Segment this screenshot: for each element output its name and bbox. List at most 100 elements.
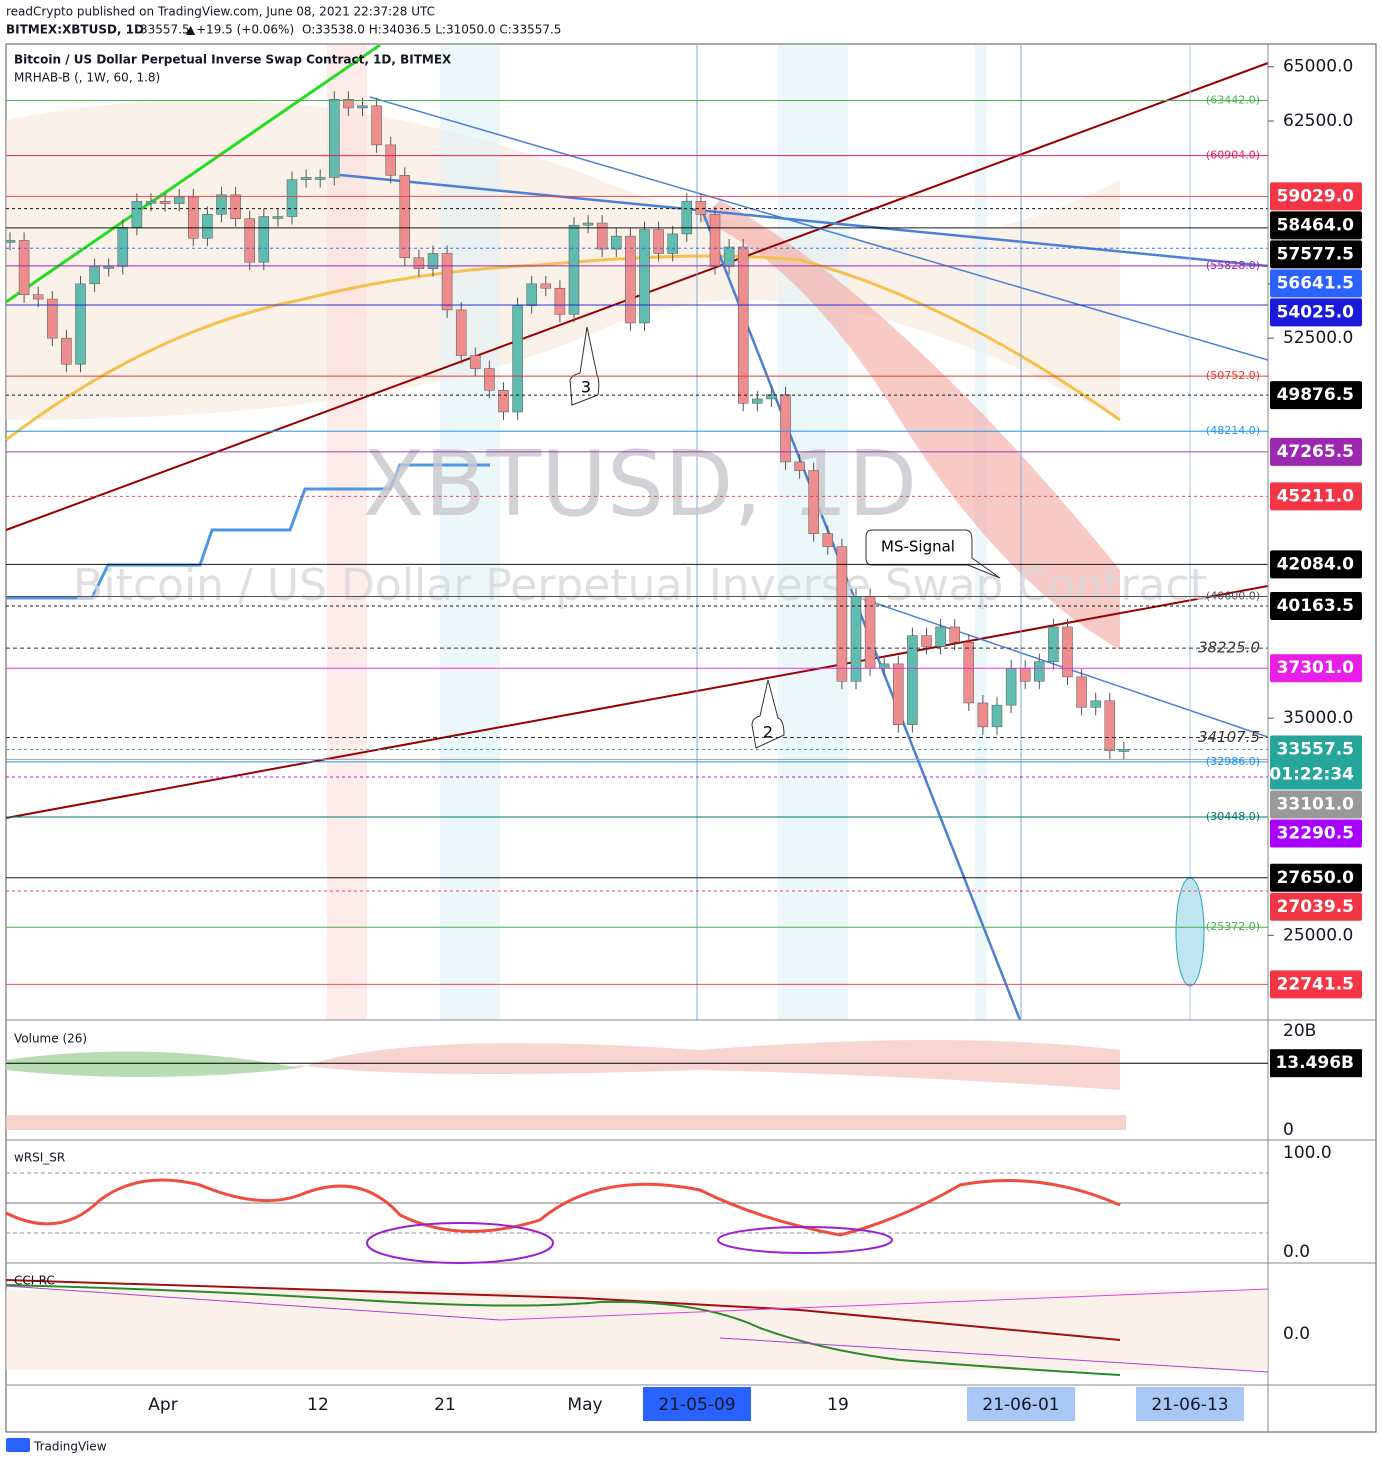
target-ellipse [1175,877,1205,987]
price-label: 13.496B [1275,1053,1354,1073]
candles [6,91,1130,760]
watermark: XBTUSD, 1D [363,432,917,537]
instrument: Bitcoin / US Dollar Perpetual Inverse Sw… [14,53,452,67]
candle [540,283,552,289]
candle [596,222,608,250]
publisher: readCrypto published on TradingView.com,… [6,5,435,19]
trend-line [369,96,1268,361]
candle [639,229,650,324]
candle [484,368,495,391]
arrow: ▲ [186,23,196,37]
candle [949,626,960,643]
candle [709,214,721,267]
candle [173,196,185,204]
annotation: 2 [763,723,773,742]
candle [568,224,580,315]
candle [441,253,453,311]
y-tick-label: 35000.0 [1283,708,1353,728]
level-label: (63442.0) [1206,94,1260,107]
candle [625,235,636,324]
price-label: 47265.5 [1277,442,1354,462]
price-label-box [1270,437,1362,466]
price-label-box [1270,1049,1362,1078]
symbol: BITMEX:XBTUSD, 1D [6,23,144,37]
price-label: 27039.5 [1277,897,1354,917]
cci-line [5,1284,1121,1376]
price-label: 22741.5 [1277,974,1354,994]
candle [470,355,481,369]
candle [582,222,594,226]
candle [371,105,382,146]
overlay: 65000.062500.055000.052500.035000.025000… [148,57,1362,1421]
y-tick-label: 65000.0 [1283,57,1353,77]
candle [822,533,834,547]
x-tick-label: 21-06-13 [1151,1395,1228,1415]
annotation: 3 [581,378,591,397]
price-label: 57577.5 [1277,244,1354,264]
price-label-box [1270,819,1362,848]
candle [32,294,44,300]
price-label: 33557.5 [1277,739,1354,759]
last: 33557.5 [140,23,190,37]
highlight [975,45,987,1020]
candle [343,99,354,109]
price-label-box [1270,654,1362,683]
panel-title: Volume (26) [14,1032,87,1046]
highlight [327,45,367,1020]
trend-line [6,45,381,304]
candle [611,235,622,250]
candle [498,390,509,413]
ribbon [700,200,1120,650]
x-tick-label: 19 [827,1395,849,1415]
price-label-box [1270,298,1362,327]
candle [117,227,129,267]
level-label: (60904.0) [1206,149,1260,162]
cci-trend [719,1337,1269,1373]
y-tick-label: 0.0 [1283,1242,1310,1262]
candle [512,305,523,413]
watermark: Bitcoin / US Dollar Perpetual Inverse Sw… [73,560,1207,611]
candle [780,394,791,463]
candle [977,702,989,728]
candle [18,240,30,295]
callout [751,679,785,749]
countdown: 01:22:34 [1269,764,1354,784]
price-label-box [1270,550,1362,579]
candle [794,461,805,471]
ohlc: O:33538.0 H:34036.5 L:31050.0 C:33557.5 [302,23,561,37]
price-label: 54025.0 [1277,302,1355,322]
candle [286,179,298,217]
y-tick-label: 62500.0 [1283,111,1353,131]
y-tick-label: 0.0 [1283,1324,1310,1344]
price-label: 56641.5 [1277,273,1354,293]
candle [907,635,918,725]
candle [878,663,890,669]
level-label: 34107.5 [1198,728,1260,746]
candle [6,240,16,243]
candle [399,175,411,259]
panel-title: wRSI_SR [14,1151,65,1165]
price-label: 37301.0 [1277,658,1355,678]
price-label-box [1270,269,1362,298]
rsi-highlight [366,1222,554,1264]
y-tick-label: 25000.0 [1283,925,1353,945]
trend-line [339,173,1268,268]
candle [681,201,693,235]
candle [1019,667,1031,682]
logo [6,1438,30,1452]
candle [75,283,86,365]
candle [455,309,467,356]
candle [145,201,157,204]
price-label-box [1270,592,1362,621]
candle [526,283,537,306]
step-line [6,463,490,600]
price-label: 45211.0 [1277,486,1355,506]
indicator: MRHAB-B (, 1W, 60, 1.8) [14,71,160,85]
candle [653,229,664,254]
price-label-box [1270,970,1362,999]
panel-title: CCI-RC [14,1274,55,1288]
candle [357,105,368,109]
y-tick-label: 52500.0 [1283,328,1353,348]
candle [752,398,763,404]
candle [935,626,946,647]
